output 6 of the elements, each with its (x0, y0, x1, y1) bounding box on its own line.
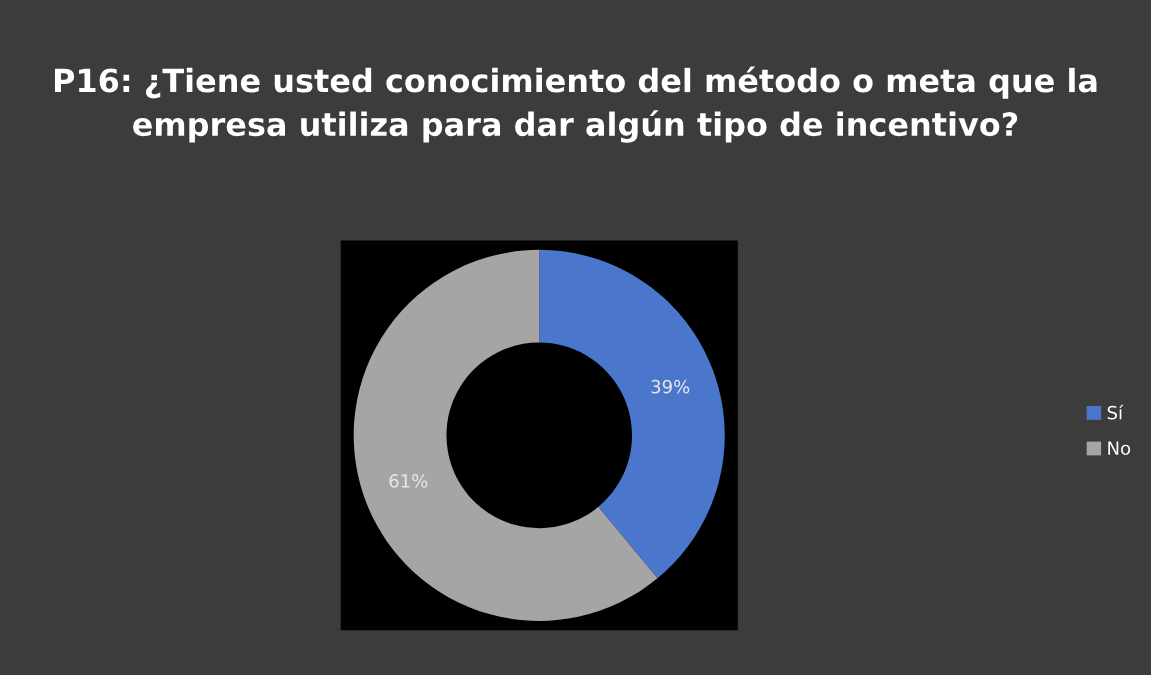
data-label: 39% (651, 379, 690, 394)
legend-label: Sí (1107, 404, 1124, 420)
donut-slice (539, 249, 725, 579)
chart-title: P16: ¿Tiene usted conocimiento del método o meta que la empresa utiliza para dar algún tipo de incentivo? (54, 66, 1097, 143)
data-label: 61% (389, 474, 428, 488)
legend-label: No (1108, 441, 1131, 455)
